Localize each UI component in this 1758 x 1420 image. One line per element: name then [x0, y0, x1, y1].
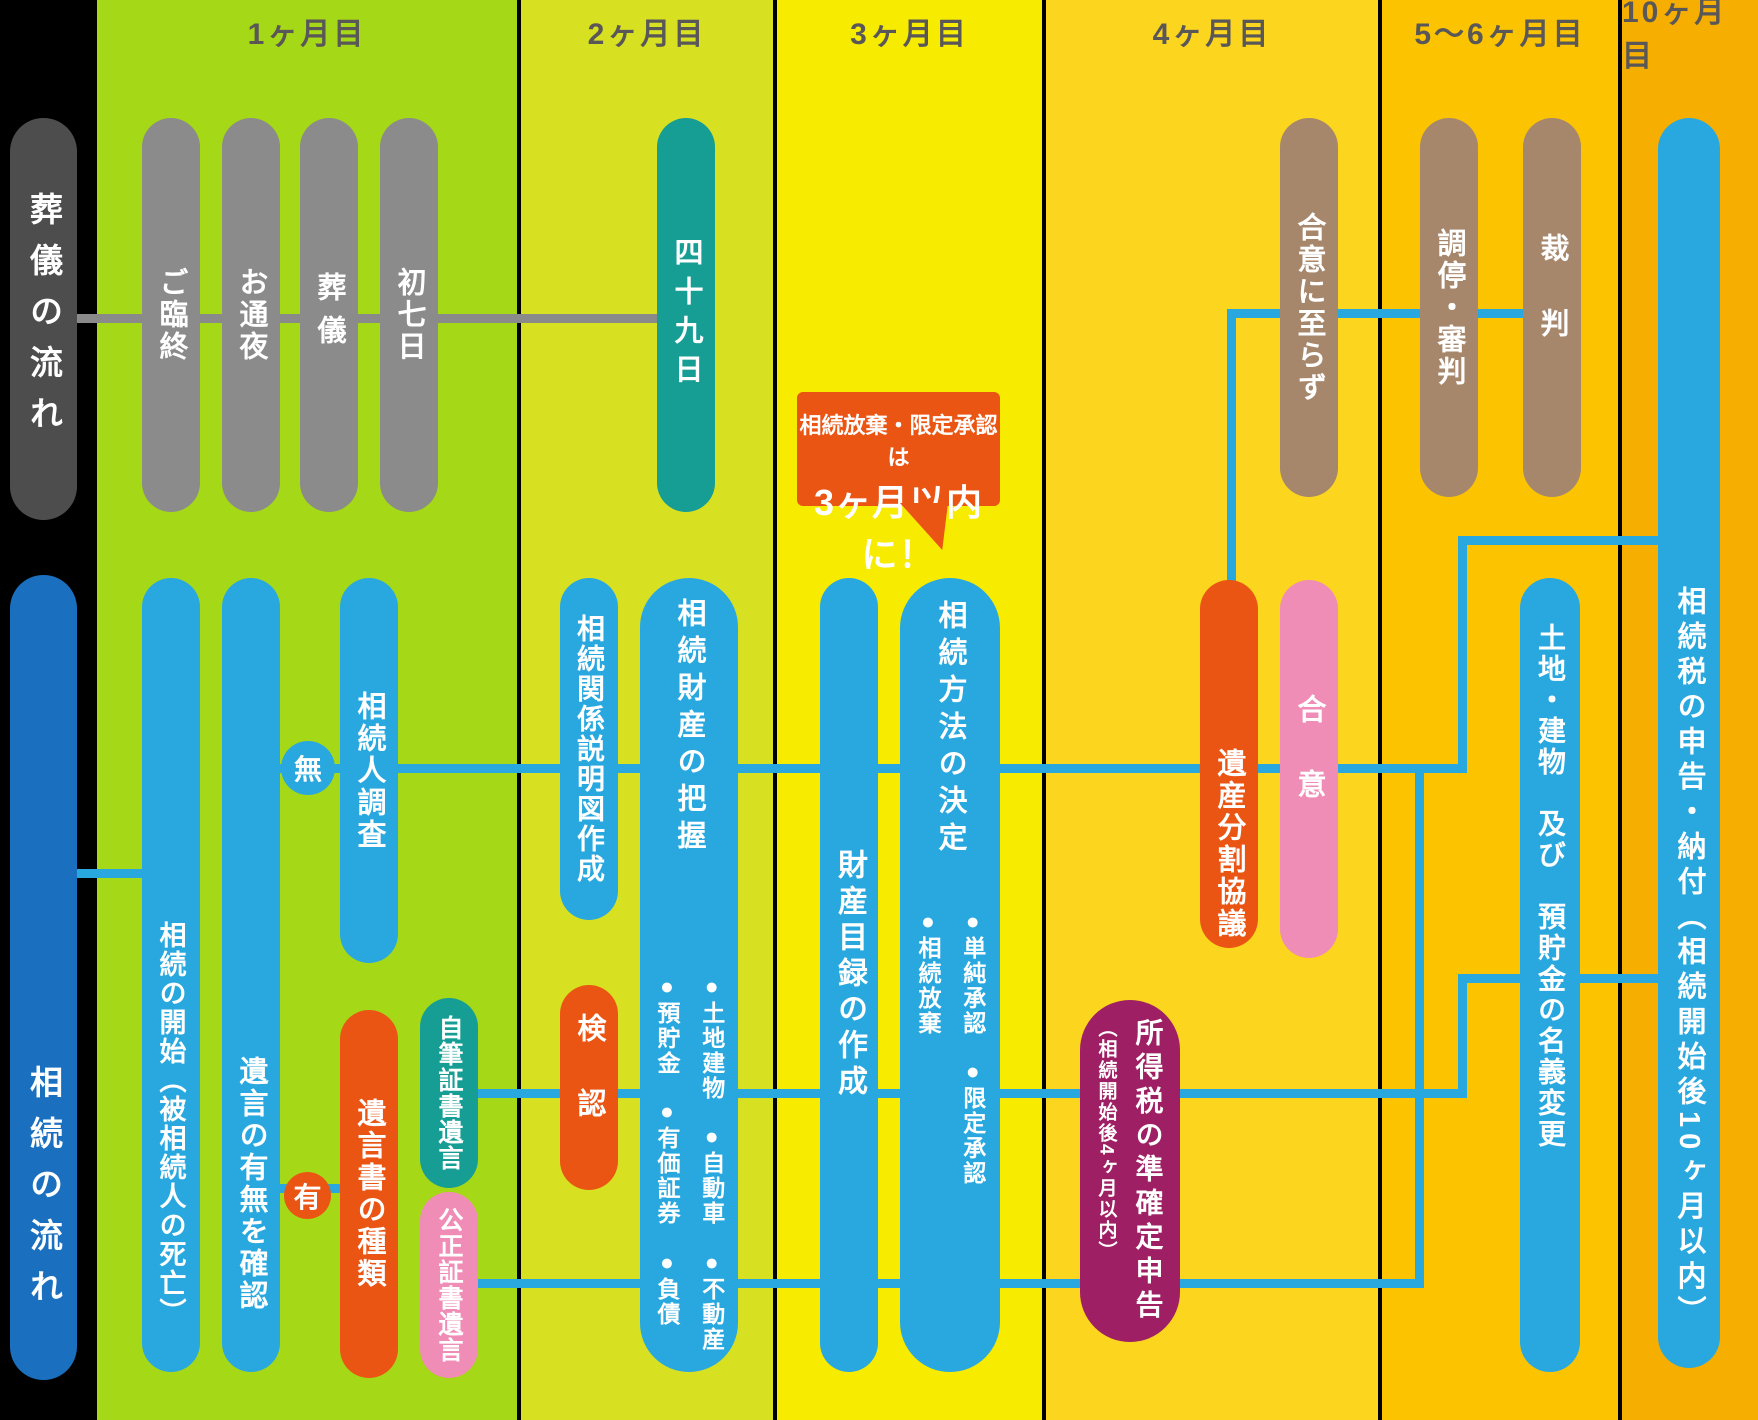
inheritance-start-connector — [72, 869, 147, 878]
pill-goui: 合意 — [1280, 580, 1338, 958]
sidebar-inheritance-flow: 相続の流れ — [10, 575, 77, 1380]
funeral-flow-line — [72, 314, 657, 323]
pill-setsumeizu-sakusei: 相続関係説明図作成 — [560, 578, 618, 920]
houhou-bullets: ●相続放棄 ●単純承認 ●限定承認 — [900, 908, 1000, 1352]
column-header-4: 4ヶ月目 — [1152, 18, 1272, 51]
pill-jihitsu-shousho: 自筆証書遺言 — [420, 998, 478, 1188]
column-header-10: 10ヶ月目 — [1622, 0, 1728, 73]
pill-houhou-kettei: 相続方法の決定 ●相続放棄 ●単純承認 ●限定承認 — [900, 578, 1000, 1372]
jun-kakutei-main: 所得税の準確定申告 — [1132, 1018, 1164, 1324]
holograph-riser — [1458, 974, 1467, 1098]
zaisan-bullets-left: ●預貯金 ●有価証券 ●負債 — [654, 973, 680, 1327]
pill-gorinju: ご臨終 — [142, 118, 200, 512]
jun-kakutei-sub: （相続開始後4ヶ月以内） — [1095, 1018, 1117, 1262]
pill-zaisan-haaku: 相続財産の把握 ●預貯金 ●有価証券 ●負債 ●土地建物 ●自動車 ●不動産 — [640, 578, 738, 1372]
branch-circle-ari: 有 — [284, 1172, 331, 1219]
houhou-bullets-left: ●相続放棄 — [915, 908, 941, 1036]
callout-line1: 相続放棄・限定承認は — [799, 413, 998, 470]
column-header-5-6: 5〜6ヶ月目 — [1414, 18, 1586, 51]
deadline-callout: 相続放棄・限定承認は 3ヶ月以内に！ — [797, 392, 1000, 575]
trunk-riser-to-tax — [1458, 536, 1467, 773]
sidebar-funeral-flow: 葬儀の流れ — [10, 118, 77, 520]
pill-otsuya: お通夜 — [222, 118, 280, 512]
pill-kennin: 検認 — [560, 985, 618, 1190]
callout-line2: 3ヶ月以内に！ — [813, 482, 984, 575]
pill-sougi: 葬儀 — [300, 118, 358, 512]
column-header-3: 3ヶ月目 — [850, 18, 969, 51]
pill-shonanoka: 初七日 — [380, 118, 438, 512]
pill-yuigon-umu: 遺言の有無を確認 — [222, 578, 280, 1372]
column-header-2: 2ヶ月目 — [587, 18, 707, 51]
pill-shijukunichi: 四十九日 — [657, 118, 715, 512]
pill-yuigonsho-shurui: 遺言書の種類 — [340, 1010, 398, 1378]
pill-souzokuzei-shinkoku: 相続税の申告・納付（相続開始後10ヶ月以内） — [1658, 118, 1720, 1368]
tax-top-connector — [1458, 536, 1658, 545]
houhou-title: 相続方法の決定 — [934, 600, 966, 859]
pill-kousei-shousho: 公正証書遺言 — [420, 1192, 478, 1378]
column-header-1: 1ヶ月目 — [247, 18, 367, 51]
notarial-trunk-riser — [1415, 764, 1424, 1288]
pill-souzokunin-chousa: 相続人調査 — [340, 578, 398, 963]
mediation-trial-line — [1227, 309, 1523, 318]
pill-meigi-henkou: 土地・建物 及び 預貯金の名義変更 — [1520, 578, 1580, 1372]
zaisan-haaku-title: 相続財産の把握 — [673, 598, 705, 857]
zaisan-bullets-right: ●土地建物 ●自動車 ●不動産 — [698, 973, 725, 1352]
pill-souzoku-kaishi: 相続の開始（被相続人の死亡） — [142, 578, 200, 1372]
no-agreement-riser — [1227, 309, 1236, 584]
pill-mokuroku-sakusei: 財産目録の作成 — [820, 578, 878, 1372]
pill-chotei-shinpan: 調停・審判 — [1420, 118, 1478, 497]
pill-isan-bunkatsu-kyougi: 遺産分割協議 — [1200, 580, 1258, 948]
zaisan-haaku-bullets: ●預貯金 ●有価証券 ●負債 ●土地建物 ●自動車 ●不動産 — [640, 973, 738, 1352]
pill-saiban: 裁判 — [1523, 118, 1581, 497]
pill-jun-kakutei-shinkoku: （相続開始後4ヶ月以内） 所得税の準確定申告 — [1080, 1000, 1180, 1342]
houhou-bullets-right: ●単純承認 ●限定承認 — [959, 908, 986, 1187]
jun-kakutei-text: （相続開始後4ヶ月以内） 所得税の準確定申告 — [1080, 1018, 1180, 1328]
pill-goui-itarazu: 合意に至らず — [1280, 118, 1338, 497]
branch-circle-mu: 無 — [281, 741, 335, 795]
